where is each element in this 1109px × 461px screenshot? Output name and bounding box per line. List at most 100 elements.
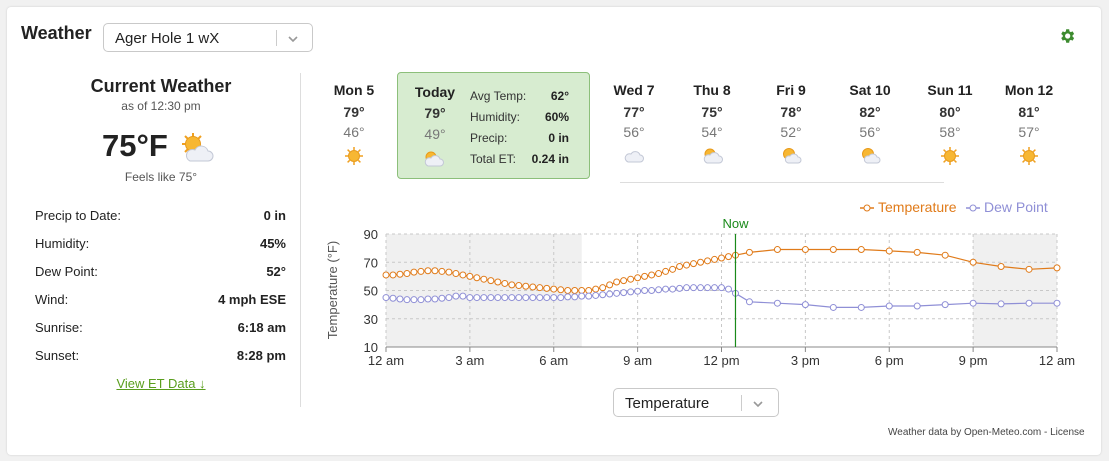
data-point	[829, 303, 837, 311]
data-point	[389, 271, 397, 279]
data-point	[480, 275, 488, 283]
data-point	[704, 284, 712, 292]
x-tick-label: 12 am	[368, 353, 404, 368]
data-point	[508, 281, 516, 289]
chart-variable-value: Temperature	[625, 395, 710, 412]
forecast-day[interactable]: Mon 5 79° 46°	[324, 82, 384, 166]
data-point	[683, 261, 691, 269]
station-select[interactable]: Ager Hole 1 wX	[103, 23, 313, 52]
data-point	[724, 285, 732, 293]
today-card[interactable]: Today 79° 49° Avg Temp: 62° Humidity: 60…	[397, 72, 590, 179]
data-point	[473, 294, 481, 302]
data-point	[606, 290, 614, 298]
forecast-day[interactable]: Thu 8 75° 54°	[682, 82, 742, 166]
data-point	[396, 295, 404, 303]
stat-value: 52°	[266, 264, 286, 279]
forecast-day[interactable]: Sun 11 80° 58°	[920, 82, 980, 166]
y-tick-label: 30	[364, 312, 378, 327]
current-stats-list: Precip to Date: 0 in Humidity: 45% Dew Poi…	[35, 202, 286, 370]
legend-marker	[863, 204, 871, 212]
stat-value: 6:18 am	[237, 320, 286, 335]
data-point	[417, 296, 425, 304]
today-stat-value: 0.24 in	[531, 152, 569, 166]
data-point	[620, 289, 628, 297]
data-point	[613, 278, 621, 286]
forecast-day[interactable]: Sat 10 82° 56°	[840, 82, 900, 166]
data-point	[494, 278, 502, 286]
forecast-day[interactable]: Fri 9 78° 52°	[761, 82, 821, 166]
forecast-high: 79°	[343, 104, 365, 120]
y-tick-label: 90	[364, 227, 378, 242]
stat-row-humidity: Humidity: 45%	[35, 230, 286, 258]
view-et-data-link[interactable]: View ET Data ↓	[116, 376, 206, 391]
stat-value: 4 mph ESE	[218, 292, 286, 307]
data-point	[599, 284, 607, 292]
data-point	[459, 292, 467, 300]
data-point	[801, 301, 809, 309]
data-point	[592, 291, 600, 299]
today-stat-value: 60%	[544, 110, 569, 124]
chart-variable-select[interactable]: Temperature	[613, 388, 779, 417]
data-point	[424, 267, 432, 275]
x-tick-label: 9 pm	[959, 353, 988, 368]
data-point	[969, 299, 977, 307]
sun-icon	[345, 147, 363, 165]
data-point	[550, 294, 558, 302]
stat-row-wind: Wind: 4 mph ESE	[35, 286, 286, 314]
feels-like: Feels like 75°	[124, 170, 198, 184]
data-point	[627, 275, 635, 283]
data-point	[676, 284, 684, 292]
data-point	[585, 287, 593, 294]
stat-label: Sunset:	[35, 348, 80, 363]
legend-label: Dew Point	[984, 199, 1048, 215]
data-point	[641, 287, 649, 294]
data-point	[452, 270, 460, 278]
data-point	[885, 302, 893, 310]
data-point	[641, 272, 649, 280]
data-point	[571, 293, 579, 301]
chevron-down-icon	[753, 401, 763, 408]
forecast-day[interactable]: Wed 7 77° 56°	[604, 82, 664, 166]
forecast-low: 58°	[939, 124, 961, 140]
data-point	[536, 294, 544, 302]
data-point	[885, 247, 893, 255]
forecast-high: 77°	[623, 104, 645, 120]
data-point	[515, 282, 523, 290]
x-tick-label: 9 am	[623, 353, 652, 368]
data-point	[445, 268, 453, 276]
data-point	[564, 293, 572, 301]
data-point	[606, 281, 614, 289]
stat-row-sunrise: Sunrise: 6:18 am	[35, 314, 286, 342]
stat-value: 45%	[259, 236, 286, 251]
x-tick-label: 3 pm	[791, 353, 820, 368]
gear-icon[interactable]	[1058, 27, 1076, 45]
stat-value: 8:28 pm	[236, 348, 286, 363]
data-point	[829, 246, 837, 254]
forecast-day-name: Sat 10	[849, 82, 891, 98]
legend-marker	[969, 204, 977, 212]
data-point	[773, 299, 781, 307]
stat-row-precip: Precip to Date: 0 in	[35, 202, 286, 230]
forecast-low: 46°	[343, 124, 365, 140]
data-point	[466, 272, 474, 280]
data-point	[494, 294, 502, 302]
today-stat-label: Precip:	[470, 131, 508, 145]
forecast-day-name: Fri 9	[776, 82, 806, 98]
data-point	[592, 285, 600, 293]
data-point	[389, 294, 397, 302]
partly-cloudy-icon	[783, 148, 802, 164]
data-point	[1053, 264, 1061, 272]
data-point	[578, 287, 586, 294]
forecast-low: 56°	[623, 124, 645, 140]
data-point	[487, 294, 495, 302]
stat-value: 0 in	[263, 208, 286, 223]
forecast-high: 75°	[701, 104, 723, 120]
forecast-high: 82°	[859, 104, 881, 120]
data-point	[773, 246, 781, 254]
data-point	[508, 294, 516, 302]
data-point	[424, 295, 432, 303]
forecast-day[interactable]: Mon 12 81° 57°	[999, 82, 1059, 166]
stat-label: Dew Point:	[35, 264, 98, 279]
stat-row-dew-point: Dew Point: 52°	[35, 258, 286, 286]
